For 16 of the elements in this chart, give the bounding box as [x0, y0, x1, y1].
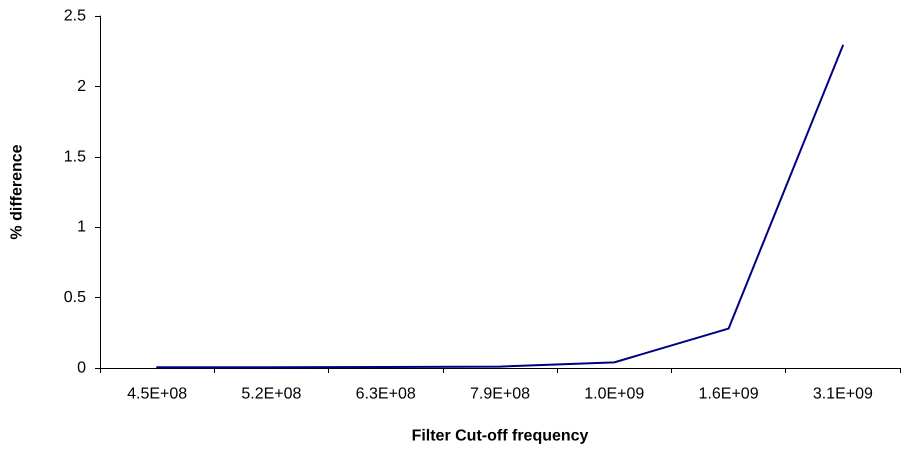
x-tick-label: 5.2E+08 [241, 386, 302, 402]
y-tick-label: 0.5 [64, 289, 86, 306]
y-tick-label: 0 [77, 360, 86, 376]
y-tick-label: 1.5 [64, 148, 86, 166]
x-tick-label: 4.5E+08 [127, 386, 188, 402]
x-tick-label: 7.9E+08 [470, 386, 530, 402]
y-tick-label: 1 [77, 218, 86, 236]
x-tick-label: 3.1E+09 [812, 386, 873, 402]
line-series [156, 44, 844, 368]
y-tick-label: 2 [77, 78, 86, 95]
y-tick-label: 2.5 [64, 8, 86, 24]
y-axis-title: % difference [8, 144, 26, 240]
x-tick-label: 1.0E+09 [584, 386, 644, 402]
x-tick-label: 1.6E+09 [698, 386, 759, 402]
x-axis-title: Filter Cut-off frequency [412, 428, 589, 444]
x-tick-label: 6.3E+08 [356, 386, 416, 402]
